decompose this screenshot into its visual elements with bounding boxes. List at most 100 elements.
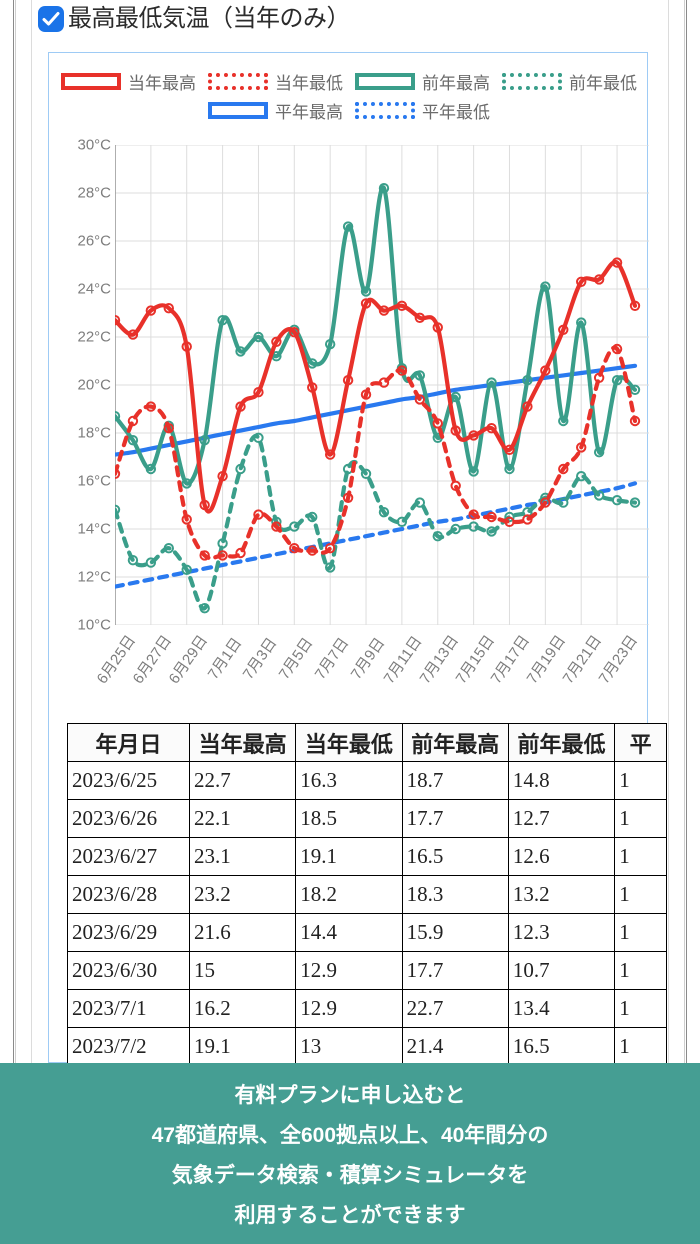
promo-banner-line: 気象データ検索・積算シミュレータを: [171, 1163, 529, 1187]
data-table-wrapper[interactable]: 年月日 当年最高 当年最低 前年最高 前年最低平 2023/6/25 22.7 16.3 18…: [67, 723, 667, 1104]
y-axis-tick-label: 22°C: [77, 328, 111, 346]
chart-toggle-row[interactable]: 最高最低気温（当年のみ）: [38, 5, 351, 32]
table-cell: 18.7: [401, 761, 509, 800]
table-cell: 18.2: [295, 875, 403, 914]
table-row: 2023/6/30 15 12.9 17.7 10.7 1: [67, 951, 667, 990]
series-0: [115, 257, 641, 514]
table-header-row: 年月日 当年最高 当年最低 前年最高 前年最低平: [67, 723, 667, 762]
legend-item-prev-high[interactable]: 前年最高: [355, 69, 490, 94]
x-axis-tick-label: 7月5日: [275, 634, 317, 683]
table-cell: 12.9: [295, 951, 403, 990]
table-cell: 1: [614, 951, 667, 990]
x-axis-tick-label: 7月9日: [347, 634, 389, 683]
y-axis-tick-label: 30°C: [77, 136, 111, 154]
table-cell: 22.1: [188, 799, 297, 838]
promo-banner-line: 有料プランに申し込むと: [234, 1083, 466, 1107]
table-cell: 2023/6/29: [67, 913, 190, 952]
table-cell: 16.3: [295, 761, 403, 800]
table-cell: 1: [614, 761, 667, 800]
table-cell: 1: [614, 837, 667, 876]
table-row: 2023/7/2 19.1 13 21.4 16.5 1: [67, 1027, 667, 1066]
table-cell: 21.4: [401, 1027, 509, 1066]
table-cell: 17.7: [401, 799, 509, 838]
table-cell: 10.7: [507, 951, 616, 990]
chart-visibility-checkbox[interactable]: [38, 6, 64, 32]
table-cell: 13.4: [507, 989, 616, 1028]
data-table: 年月日 当年最高 当年最低 前年最高 前年最低平 2023/6/25 22.7 16.3 18…: [67, 723, 667, 1104]
y-axis-tick-label: 20°C: [77, 376, 111, 394]
table-cell: 1: [614, 1027, 667, 1066]
table-row: 2023/6/28 23.2 18.2 18.3 13.2 1: [67, 875, 667, 914]
table-header-cell: 前年最高: [401, 723, 509, 762]
chart-svg: [115, 145, 649, 625]
legend-swatch-dotted-icon: [355, 102, 415, 119]
window-frame-left-inner: [31, 0, 32, 1244]
table-cell: 23.2: [188, 875, 297, 914]
table-row: 2023/6/25 22.7 16.3 18.7 14.8 1: [67, 761, 667, 800]
table-header-cell: 当年最高: [188, 723, 297, 762]
legend-item-current-low[interactable]: 当年最低: [208, 69, 343, 94]
y-axis-tick-label: 24°C: [77, 280, 111, 298]
table-cell: 2023/6/25: [67, 761, 190, 800]
x-axis-labels: 6月25日 6月27日 6月29日 7月1日 7月3日 7月5日 7月7日 7月9日 7月11日…: [94, 629, 649, 729]
legend-item-prev-low[interactable]: 前年最低: [502, 69, 637, 94]
table-cell: 16.2: [188, 989, 297, 1028]
table-cell: 12.3: [507, 913, 616, 952]
table-cell: 18.3: [401, 875, 509, 914]
table-cell: 2023/6/30: [67, 951, 190, 990]
promo-banner-line: 利用することができます: [234, 1203, 466, 1227]
table-cell: 14.4: [295, 913, 403, 952]
promo-banner-line: 47都道府県、全600拠点以上、40年間分の: [151, 1123, 549, 1147]
window-frame-left-outer: [13, 0, 14, 1244]
table-cell: 1: [614, 799, 667, 838]
legend-swatch-dotted-icon: [208, 73, 268, 90]
table-cell: 13.2: [507, 875, 616, 914]
series-3: [115, 432, 641, 614]
legend-item-normal-high[interactable]: 平年最高: [208, 98, 343, 123]
y-axis-tick-label: 18°C: [77, 424, 111, 442]
y-axis-tick-label: 12°C: [77, 568, 111, 586]
table-cell: 22.7: [401, 989, 509, 1028]
series-1: [115, 343, 641, 561]
table-row: 2023/6/26 22.1 18.5 17.7 12.7 1: [67, 799, 667, 838]
table-cell: 23.1: [188, 837, 297, 876]
legend-item-normal-low[interactable]: 平年最低: [355, 98, 490, 123]
table-header-cell: 当年最低: [295, 723, 403, 762]
table-header-cell: 年月日: [67, 723, 190, 762]
table-header-cell: 平: [614, 723, 667, 762]
table-header-cell: 前年最低: [507, 723, 616, 762]
table-cell: 22.7: [188, 761, 297, 800]
window-frame-left-mid: [15, 0, 16, 1244]
legend-swatch-dotted-icon: [502, 73, 562, 90]
table-cell: 12.9: [295, 989, 403, 1028]
y-axis-tick-label: 10°C: [77, 616, 111, 634]
y-axis-tick-label: 26°C: [77, 232, 111, 250]
table-cell: 2023/7/1: [67, 989, 190, 1028]
page-title: 最高最低気温（当年のみ）: [68, 5, 351, 32]
table-cell: 15: [188, 951, 297, 990]
legend-swatch-solid-icon: [355, 73, 415, 90]
y-axis-tick-label: 14°C: [77, 520, 111, 538]
scrollbar-track[interactable]: [668, 0, 669, 1244]
window-frame-right-outer: [686, 0, 687, 1244]
table-cell: 16.5: [507, 1027, 616, 1066]
legend-item-current-high[interactable]: 当年最高: [61, 69, 196, 94]
legend-label: 平年最高: [275, 103, 343, 122]
table-cell: 18.5: [295, 799, 403, 838]
window-frame-right-mid: [684, 0, 685, 1244]
table-cell: 1: [614, 989, 667, 1028]
table-cell: 16.5: [401, 837, 509, 876]
table-cell: 19.1: [295, 837, 403, 876]
chart-panel: 当年最高 当年最低 前年最高 前年最低 平年最高 平年最低 30°C 28°C 26…: [48, 52, 667, 1104]
table-row: 2023/7/1 16.2 12.9 22.7 13.4 1: [67, 989, 667, 1028]
table-cell: 12.6: [507, 837, 616, 876]
table-cell: 2023/6/28: [67, 875, 190, 914]
x-axis-tick-label: 7月7日: [311, 634, 353, 683]
check-icon: [42, 12, 60, 26]
table-cell: 21.6: [188, 913, 297, 952]
table-cell: 13: [295, 1027, 403, 1066]
legend-label: 平年最低: [422, 103, 490, 122]
table-cell: 14.8: [507, 761, 616, 800]
table-cell: 1: [614, 913, 667, 952]
plot-area: 30°C 28°C 26°C 24°C 22°C 20°C 18°C 16°C 14°C 12°C…: [49, 137, 649, 755]
